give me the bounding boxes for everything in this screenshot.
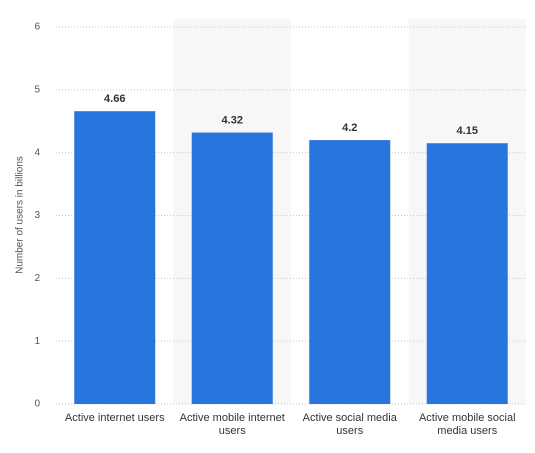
bar — [426, 143, 508, 404]
y-tick-label: 4 — [34, 147, 40, 158]
bar — [309, 140, 391, 404]
bar — [191, 132, 273, 404]
value-label: 4.2 — [342, 122, 357, 134]
y-tick-label: 5 — [34, 84, 40, 95]
x-tick-label: Active internet users — [64, 412, 165, 424]
x-tick-label: Active mobile internet users — [179, 412, 285, 437]
y-tick-label: 6 — [34, 22, 40, 33]
value-label: 4.32 — [222, 114, 243, 126]
y-tick-label: 1 — [34, 336, 40, 347]
y-tick-label: 0 — [34, 399, 40, 410]
value-label: 4.66 — [104, 93, 125, 105]
x-tick-label: Active mobile social media users — [418, 412, 516, 437]
y-tick-label: 2 — [34, 273, 40, 284]
x-tick-label: Active social media users — [302, 412, 397, 437]
value-label: 4.15 — [457, 125, 478, 137]
y-axis-label: Number of users in billions — [15, 156, 26, 274]
y-tick-label: 3 — [34, 210, 40, 221]
bar — [74, 111, 156, 405]
